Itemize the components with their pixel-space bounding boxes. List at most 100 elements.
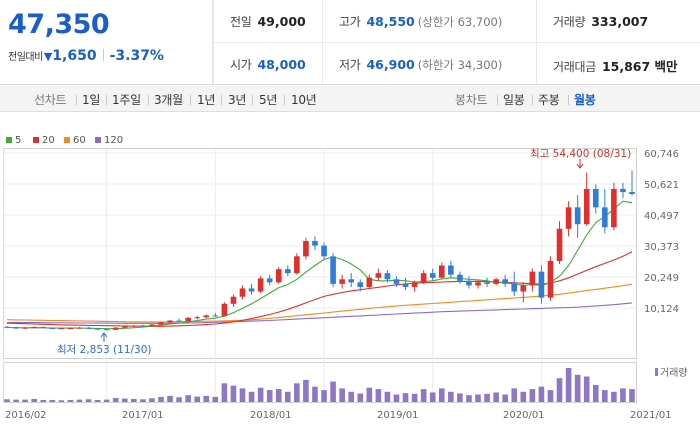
high-value: 48,550 bbox=[366, 14, 415, 29]
period-10y[interactable]: 10년 bbox=[291, 93, 317, 107]
candle bbox=[131, 324, 137, 328]
period-1y[interactable]: 1년 bbox=[197, 93, 216, 107]
candle-body bbox=[402, 283, 409, 287]
period-3y[interactable]: 3년 bbox=[228, 93, 247, 107]
divider bbox=[106, 95, 107, 105]
candle-body bbox=[221, 303, 228, 317]
candle-body bbox=[230, 296, 237, 304]
candle-body bbox=[167, 320, 173, 323]
volume-bar bbox=[275, 389, 282, 402]
candle-body bbox=[538, 271, 545, 298]
candle-body bbox=[583, 188, 590, 225]
candle bbox=[176, 318, 182, 323]
legend-label-20: 20 bbox=[42, 135, 55, 146]
candle bbox=[629, 170, 635, 196]
period-1w[interactable]: 1주일 bbox=[112, 93, 141, 107]
candle-body bbox=[4, 326, 10, 328]
period-3m[interactable]: 3개월 bbox=[154, 93, 183, 107]
candle bbox=[574, 195, 581, 238]
ma60-line bbox=[6, 283, 633, 323]
candle bbox=[620, 182, 626, 199]
volume-bar bbox=[493, 392, 499, 402]
volume-bar bbox=[484, 393, 490, 402]
candle-body bbox=[248, 288, 255, 292]
candle bbox=[592, 184, 599, 214]
prev-close-value: 49,000 bbox=[257, 14, 306, 29]
candle-monthly[interactable]: 월봉 bbox=[574, 93, 596, 107]
candle-body bbox=[502, 279, 508, 284]
candle-body bbox=[22, 327, 28, 329]
candle-body bbox=[294, 256, 300, 274]
candle bbox=[212, 312, 219, 317]
candle-body bbox=[448, 265, 454, 275]
volume-cell: 거래량 333,007 bbox=[536, 0, 700, 42]
change-row: 전일대비▼1,650 -3.37% bbox=[8, 48, 164, 64]
candle bbox=[194, 315, 201, 320]
candle-body bbox=[366, 277, 373, 287]
volume-bar bbox=[85, 399, 92, 402]
volume-bar bbox=[384, 391, 391, 402]
candle-daily[interactable]: 일봉 bbox=[503, 93, 525, 107]
candle bbox=[402, 277, 409, 291]
candle bbox=[529, 268, 536, 292]
y-tick-label: 30,373 bbox=[644, 242, 679, 253]
high-annotation: 최고 54,400 (08/31) bbox=[530, 148, 631, 160]
candle-body bbox=[529, 271, 536, 286]
volume-bar bbox=[438, 388, 445, 402]
prev-close-label: 전일 bbox=[230, 15, 252, 29]
volume-bar bbox=[420, 389, 427, 402]
candle bbox=[239, 285, 246, 300]
candle-body bbox=[574, 207, 581, 225]
y-tick-label: 60,746 bbox=[644, 149, 679, 160]
volume-bar bbox=[103, 399, 110, 402]
candle-body bbox=[203, 315, 210, 318]
volume-bar bbox=[429, 392, 436, 402]
candle-body bbox=[284, 269, 291, 274]
volume-bar bbox=[266, 390, 273, 402]
candle-body bbox=[257, 278, 264, 292]
candle-body bbox=[475, 282, 481, 286]
volume-bar bbox=[312, 386, 318, 402]
candle-body bbox=[94, 328, 101, 330]
candle bbox=[266, 274, 273, 286]
volume-bar bbox=[592, 385, 599, 402]
candle bbox=[484, 277, 490, 287]
candle-body bbox=[194, 317, 201, 319]
volume-bar bbox=[357, 393, 364, 402]
volume-bar bbox=[547, 390, 554, 402]
low-arrow-icon bbox=[100, 332, 108, 342]
candle-body bbox=[321, 245, 327, 257]
x-tick-label: 2018/01 bbox=[250, 410, 292, 421]
volume-bar bbox=[176, 397, 182, 402]
candle bbox=[411, 280, 418, 292]
ma20-line bbox=[6, 251, 633, 327]
candle-body bbox=[511, 283, 518, 292]
candle-body bbox=[547, 260, 554, 298]
y-tick-label: 20,249 bbox=[644, 273, 679, 284]
volume-bar bbox=[112, 397, 119, 402]
candle-body bbox=[121, 326, 128, 328]
candle-body bbox=[348, 279, 355, 283]
volume-bar bbox=[140, 399, 146, 402]
candle bbox=[565, 201, 572, 237]
candle-body bbox=[131, 325, 137, 327]
candle-body bbox=[312, 241, 318, 246]
period-5y[interactable]: 5년 bbox=[259, 93, 278, 107]
candle-body bbox=[176, 320, 182, 322]
candle-weekly[interactable]: 주봉 bbox=[538, 93, 560, 107]
candle bbox=[330, 253, 336, 287]
candle-body bbox=[357, 282, 364, 287]
volume-bar bbox=[94, 399, 101, 402]
volume-bar bbox=[629, 389, 635, 402]
volume-bar bbox=[448, 391, 454, 402]
legend-label-5: 5 bbox=[15, 135, 21, 146]
period-1d[interactable]: 1일 bbox=[82, 93, 101, 107]
candle-body bbox=[212, 315, 219, 317]
legend-swatch-120 bbox=[95, 137, 101, 143]
chart-period-toolbar: 선차트 1일 1주일 3개월 1년 3년 5년 10년 봉차트 일봉 주봉 월봉 bbox=[0, 86, 700, 112]
divider bbox=[532, 95, 533, 105]
volume-bar bbox=[602, 390, 608, 402]
x-tick-label: 2019/01 bbox=[377, 410, 419, 421]
divider bbox=[252, 95, 253, 105]
candle-body bbox=[611, 188, 617, 228]
